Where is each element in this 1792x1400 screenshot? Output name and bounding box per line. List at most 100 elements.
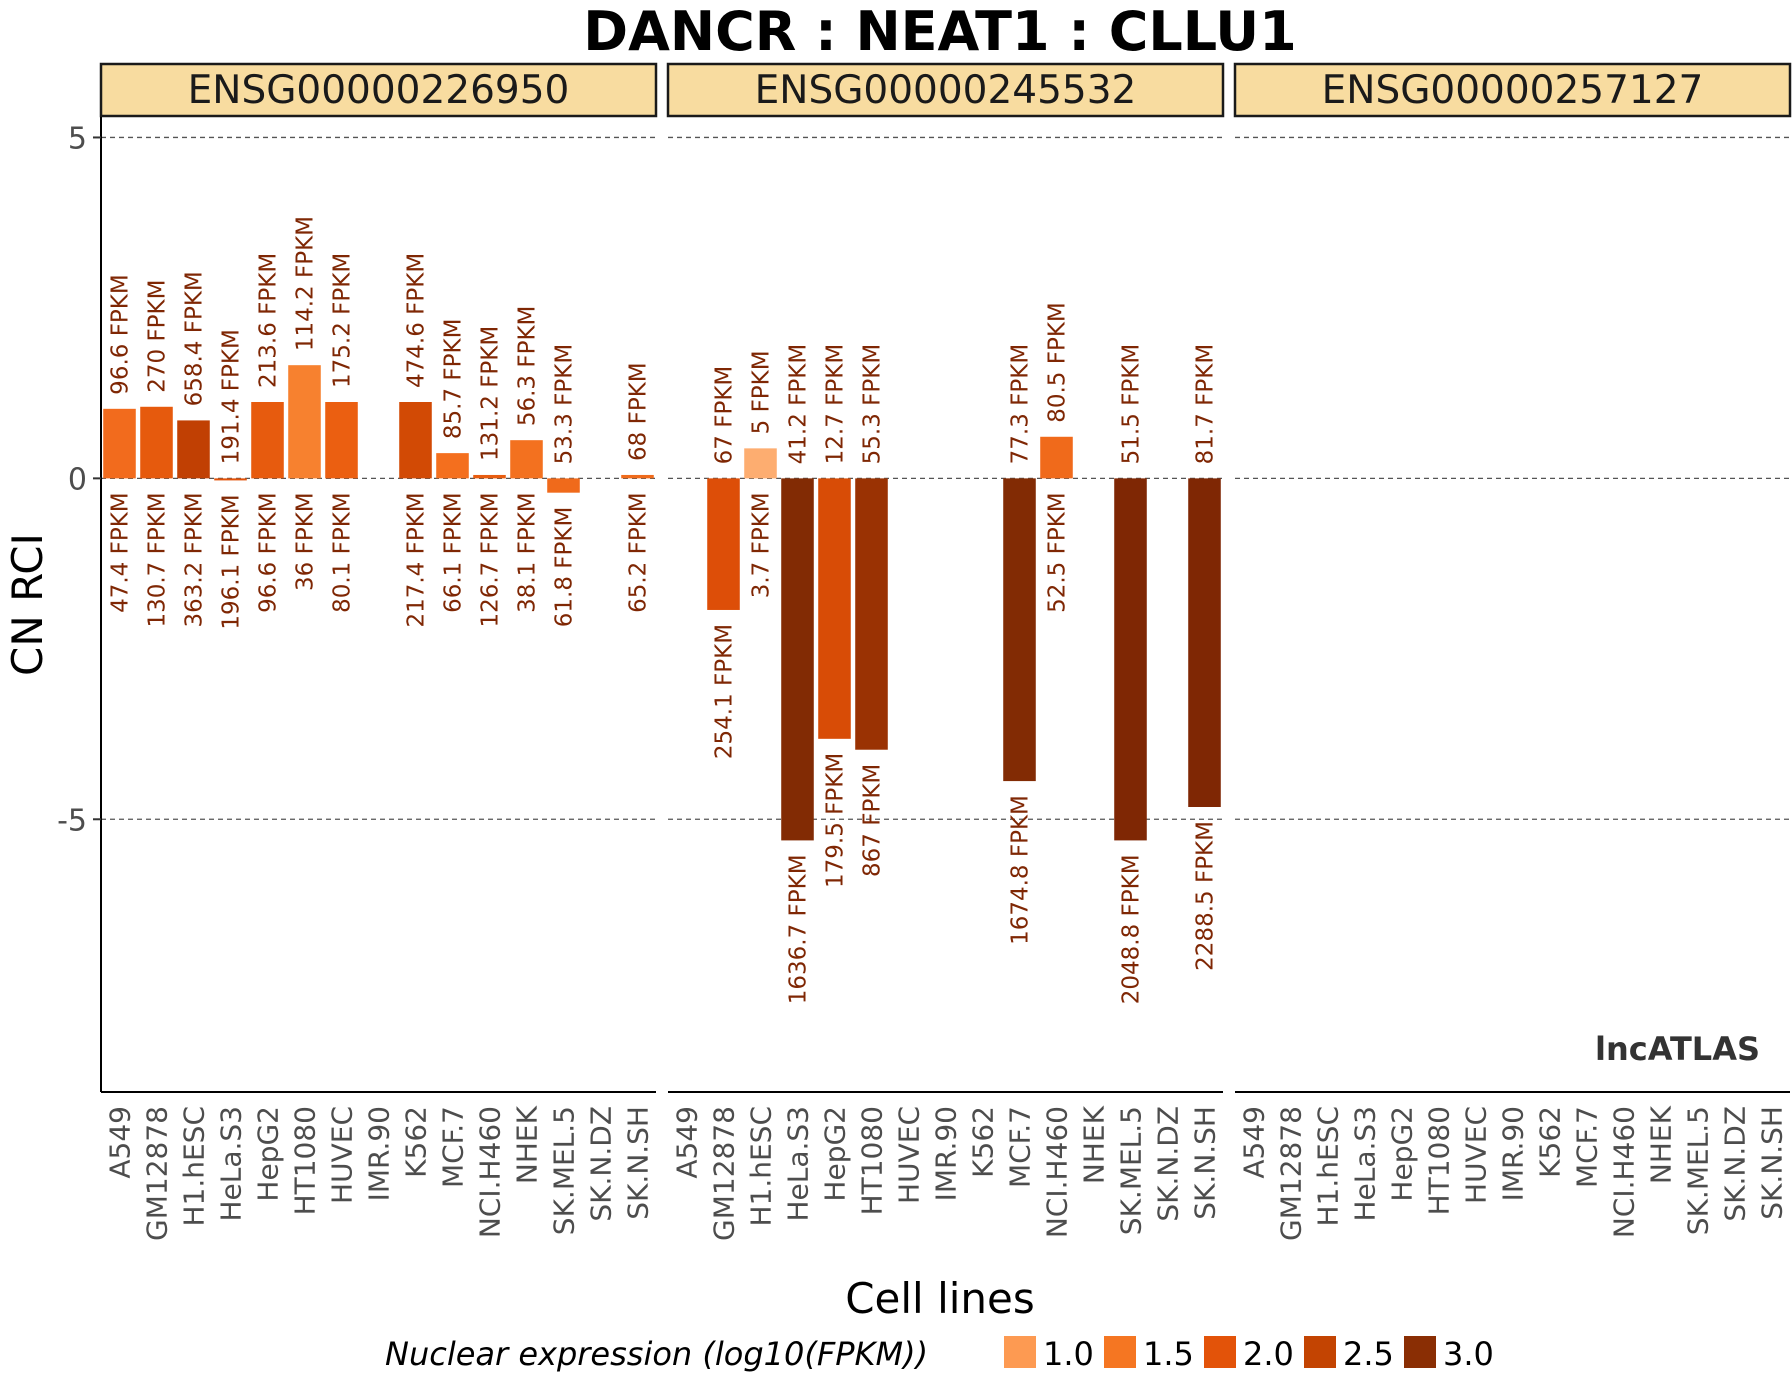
- y-tick-label: -5: [57, 803, 87, 838]
- data-label-top: 658.4 FPKM: [182, 271, 208, 406]
- data-label-top: 131.2 FPKM: [478, 326, 504, 461]
- data-label-bottom: 2288.5 FPKM: [1193, 821, 1219, 971]
- data-label-bottom: 1674.8 FPKM: [1008, 795, 1034, 945]
- data-label-bottom: 179.5 FPKM: [823, 753, 849, 888]
- x-tick-label: IMR.90: [363, 1106, 396, 1201]
- x-tick-label: SK.N.DZ: [585, 1106, 618, 1222]
- strip-label: ENSG00000226950: [188, 68, 570, 113]
- legend-swatch: [1104, 1336, 1136, 1368]
- data-label-bottom: 47.4 FPKM: [108, 492, 134, 613]
- strip-label: ENSG00000245532: [755, 68, 1137, 113]
- data-label-top: 67 FPKM: [712, 366, 738, 465]
- legend: Nuclear expression (log10(FPKM)) 1.0 1.5 2.…: [385, 1335, 1494, 1373]
- data-label-top: 85.7 FPKM: [441, 319, 467, 440]
- x-tick-label: HT1080: [289, 1106, 322, 1215]
- bar-sk-mel-5: [547, 478, 580, 493]
- bar-hela-s3: [214, 478, 247, 481]
- x-tick-label: MCF.7: [437, 1106, 470, 1188]
- data-label-bottom: 130.7 FPKM: [145, 492, 171, 627]
- x-tick-label: IMR.90: [1497, 1106, 1530, 1201]
- x-tick-label: SK.N.DZ: [1719, 1106, 1752, 1222]
- x-tick-label: IMR.90: [930, 1106, 963, 1201]
- chart-title: DANCR : NEAT1 : CLLU1: [583, 0, 1296, 63]
- bar-sk-mel-5: [1114, 478, 1147, 841]
- bar-nhek: [510, 440, 543, 479]
- x-tick-label: SK.N.DZ: [1152, 1106, 1185, 1222]
- strip-label: ENSG00000257127: [1322, 68, 1704, 113]
- data-label-top: 114.2 FPKM: [293, 216, 319, 351]
- legend-entry-label: 1.0: [1043, 1335, 1094, 1373]
- x-tick-label: HepG2: [252, 1106, 285, 1202]
- strip-background: [666, 62, 1225, 118]
- bar-hela-s3: [781, 478, 814, 841]
- x-tick-label: K562: [967, 1106, 1000, 1178]
- x-tick-label: A549: [104, 1106, 137, 1179]
- x-tick-label: HT1080: [856, 1106, 889, 1215]
- data-label-top: 175.2 FPKM: [330, 253, 356, 388]
- y-tick-label: 5: [68, 121, 87, 156]
- bar-k562: [399, 402, 432, 479]
- legend-entry-label: 2.0: [1243, 1335, 1294, 1373]
- data-label-bottom: 66.1 FPKM: [441, 492, 467, 613]
- x-axis-title: Cell lines: [845, 1274, 1035, 1323]
- bar-ht1080: [855, 478, 888, 750]
- x-tick-label: GM12878: [141, 1106, 174, 1241]
- y-tick-label: 0: [68, 462, 87, 497]
- data-label-top: 53.3 FPKM: [552, 344, 578, 465]
- x-tick-label: HeLa.S3: [782, 1106, 815, 1222]
- x-tick-label: HeLa.S3: [215, 1106, 248, 1222]
- x-tick-label: SK.N.SH: [1756, 1106, 1789, 1220]
- data-label-top: 5 FPKM: [749, 350, 775, 434]
- data-label-top: 191.4 FPKM: [219, 329, 245, 464]
- x-tick-label: H1.hESC: [178, 1106, 211, 1227]
- data-label-top: 77.3 FPKM: [1008, 344, 1034, 465]
- bar-hepg2: [818, 478, 851, 739]
- x-tick-label: MCF.7: [1004, 1106, 1037, 1188]
- x-tick-label: HUVEC: [1460, 1106, 1493, 1204]
- bar-h1-hesc: [177, 420, 210, 479]
- x-tick-label: NHEK: [1645, 1105, 1678, 1184]
- data-label-bottom: 80.1 FPKM: [330, 492, 356, 613]
- x-tick-label: HepG2: [819, 1106, 852, 1202]
- panel-ensg00000245532: ENSG00000245532 A549 GM12878 H1.hESC HeLa.S3…: [666, 62, 1225, 1241]
- legend-entry-label: 3.0: [1443, 1335, 1494, 1373]
- x-tick-label: HepG2: [1386, 1106, 1419, 1202]
- legend-swatch: [1304, 1336, 1336, 1368]
- bar-sk-n-sh: [1188, 478, 1221, 807]
- x-tick-label: GM12878: [708, 1106, 741, 1241]
- x-tick-label: K562: [1534, 1106, 1567, 1178]
- bar-gm12878: [707, 478, 740, 610]
- bar-mcf-7: [436, 453, 469, 479]
- strip-background: [99, 62, 658, 118]
- data-label-bottom: 1636.7 FPKM: [786, 854, 812, 1004]
- bar-hepg2: [251, 402, 284, 479]
- x-tick-label: SK.N.SH: [1189, 1106, 1222, 1220]
- x-tick-label: H1.hESC: [745, 1106, 778, 1227]
- bar-a549: [103, 408, 136, 479]
- data-label-bottom: 36 FPKM: [293, 492, 319, 591]
- bar-nci-h460: [473, 474, 506, 479]
- x-tick-label: SK.N.SH: [622, 1106, 655, 1220]
- data-label-top: 81.7 FPKM: [1193, 344, 1219, 465]
- data-label-top: 80.5 FPKM: [1045, 302, 1071, 423]
- data-label-bottom: 254.1 FPKM: [712, 624, 738, 759]
- data-label-top: 213.6 FPKM: [256, 253, 282, 388]
- bar-nci-h460: [1040, 436, 1073, 479]
- data-label-bottom: 217.4 FPKM: [404, 492, 430, 627]
- legend-title: Nuclear expression (log10(FPKM)): [385, 1335, 928, 1373]
- data-label-bottom: 363.2 FPKM: [182, 492, 208, 627]
- x-tick-label: SK.MEL.5: [1682, 1106, 1715, 1235]
- data-label-top: 12.7 FPKM: [823, 344, 849, 465]
- x-tick-label: A549: [671, 1106, 704, 1179]
- bar-gm12878: [140, 406, 173, 479]
- data-label-top: 96.6 FPKM: [108, 274, 134, 395]
- data-label-top: 68 FPKM: [626, 362, 652, 461]
- x-tick-label: NHEK: [511, 1105, 544, 1184]
- x-tick-label: NHEK: [1078, 1105, 1111, 1184]
- y-axis-title: CN RCI: [3, 533, 52, 676]
- y-axis: 5 0 -5: [57, 121, 101, 838]
- x-tick-label: HT1080: [1423, 1106, 1456, 1215]
- legend-swatch: [1404, 1336, 1436, 1368]
